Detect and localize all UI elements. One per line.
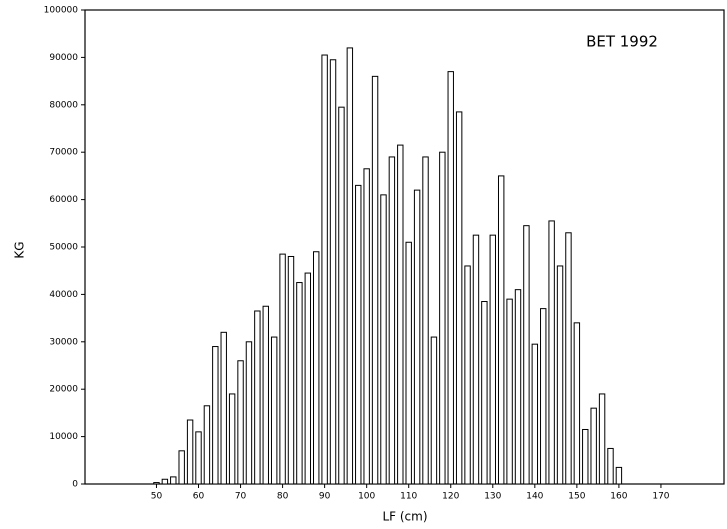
bar <box>497 175 505 485</box>
bar <box>556 265 564 485</box>
bar <box>590 407 597 485</box>
y-tick-label: 60000 <box>49 195 78 205</box>
bar <box>388 156 396 485</box>
bar <box>489 234 496 485</box>
bar <box>329 59 337 485</box>
bar <box>195 431 202 485</box>
bar <box>481 301 488 485</box>
bar <box>355 184 362 485</box>
bar <box>228 393 236 485</box>
x-tick-label: 50 <box>151 492 163 502</box>
bar <box>254 310 261 485</box>
bar <box>506 298 513 485</box>
bar <box>447 71 454 485</box>
x-tick-label: 90 <box>319 492 331 502</box>
bar <box>413 189 421 485</box>
bar <box>371 75 379 485</box>
bar <box>262 305 269 485</box>
y-tick-label: 90000 <box>49 53 78 63</box>
x-tick-label: 100 <box>358 492 375 502</box>
x-tick-label: 120 <box>442 492 459 502</box>
bar <box>304 272 312 485</box>
y-tick-label: 30000 <box>49 337 78 347</box>
bar <box>313 251 320 485</box>
bar <box>296 282 303 485</box>
bar <box>523 225 530 485</box>
y-tick-label: 70000 <box>49 148 78 158</box>
x-tick-label: 130 <box>484 492 501 502</box>
y-tick-label: 80000 <box>49 100 78 110</box>
bar <box>397 144 404 485</box>
bar <box>212 346 219 485</box>
y-tick-label: 40000 <box>49 290 78 300</box>
annotation: BET 1992 <box>586 33 658 51</box>
bar <box>582 428 589 485</box>
bar <box>514 289 522 485</box>
bar <box>531 343 539 485</box>
x-tick-label: 140 <box>526 492 543 502</box>
y-tick-label: 10000 <box>49 432 78 442</box>
bar <box>615 466 623 485</box>
bar <box>455 111 463 485</box>
plot-frame <box>84 9 725 485</box>
y-tick-label: 20000 <box>49 385 78 395</box>
bar <box>430 336 438 485</box>
bar <box>405 241 412 485</box>
bar <box>287 255 295 485</box>
bar <box>245 341 253 485</box>
bar <box>346 47 354 485</box>
bar <box>472 234 480 485</box>
x-tick-label: 80 <box>277 492 289 502</box>
bar <box>380 194 387 485</box>
bar <box>161 478 169 485</box>
y-tick-label: 100000 <box>44 6 79 16</box>
bar <box>464 265 471 485</box>
y-tick-label: 50000 <box>49 243 78 253</box>
bar <box>279 253 286 485</box>
x-axis-label: LF (cm) <box>382 510 427 524</box>
bar <box>598 393 606 485</box>
bar <box>548 220 555 485</box>
bar <box>321 54 328 485</box>
bar <box>422 156 429 485</box>
bar <box>565 232 572 485</box>
x-tick-label: 110 <box>400 492 417 502</box>
bar <box>540 308 547 485</box>
x-tick-label: 150 <box>568 492 585 502</box>
bar <box>153 482 160 485</box>
y-tick-label: 0 <box>72 480 78 490</box>
bar <box>203 405 211 485</box>
x-tick-label: 160 <box>610 492 627 502</box>
bar <box>178 450 185 485</box>
bar <box>237 360 244 485</box>
bar <box>186 419 194 485</box>
bar <box>170 476 177 485</box>
x-tick-label: 60 <box>193 492 205 502</box>
bar <box>338 106 345 485</box>
bar <box>220 331 227 485</box>
y-axis-label: KG <box>13 241 27 258</box>
bar <box>439 151 446 485</box>
bar <box>270 336 278 485</box>
x-tick-label: 70 <box>235 492 247 502</box>
bar <box>363 168 370 485</box>
bar <box>573 322 581 485</box>
x-tick-label: 170 <box>652 492 669 502</box>
bar <box>607 447 614 485</box>
